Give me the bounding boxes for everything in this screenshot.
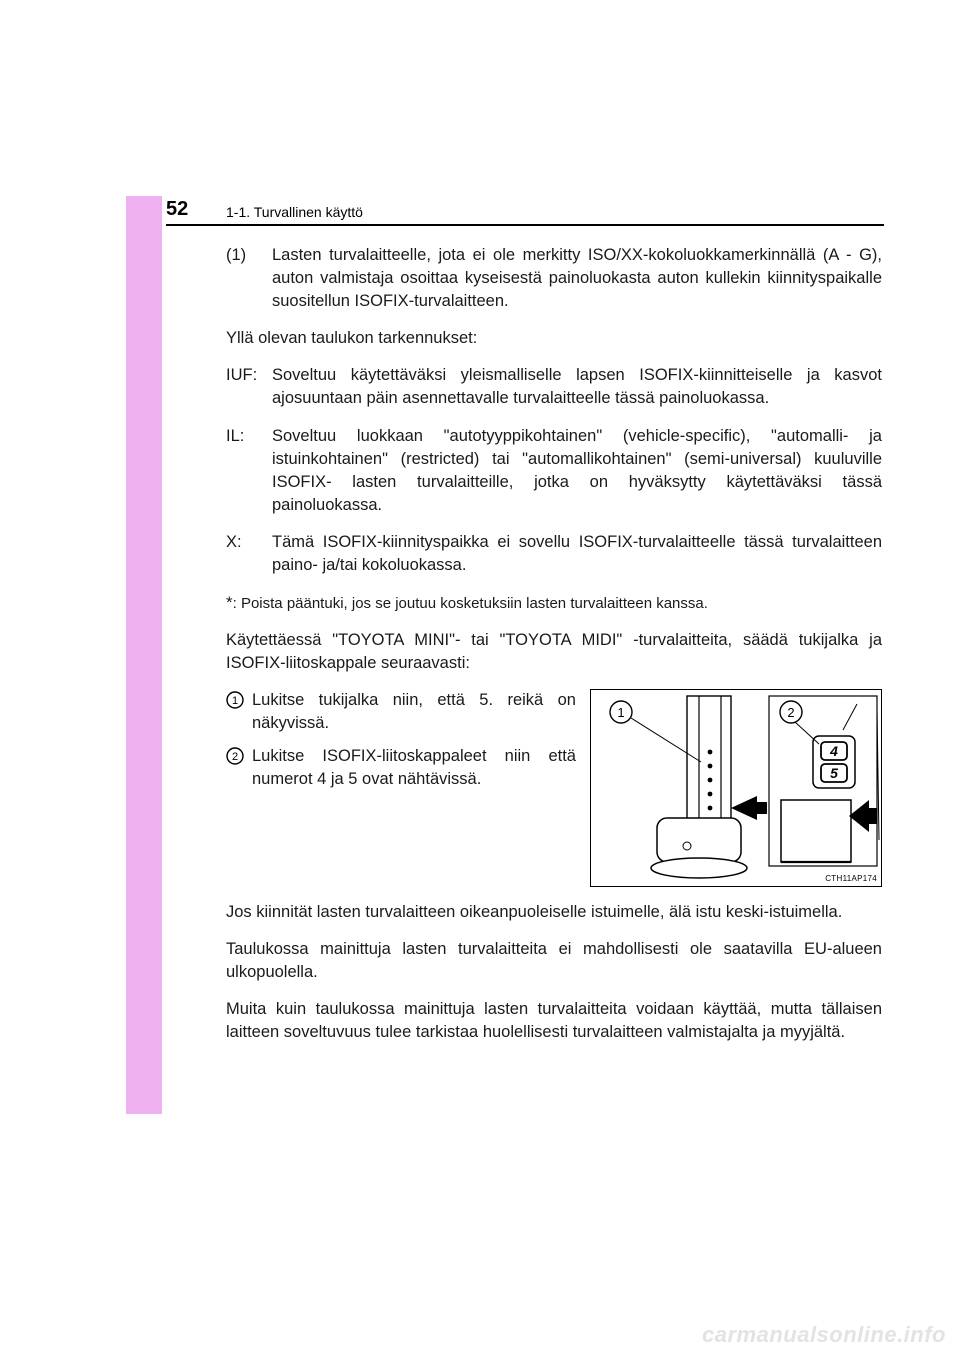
footnote-star: * <box>226 593 233 612</box>
watermark: carmanualsonline.info <box>702 1322 946 1348</box>
step-2-number-icon: 2 <box>226 745 252 791</box>
def-x: X: Tämä ISOFIX-kiinnityspaikka ei sovell… <box>226 531 882 577</box>
circled-1-icon: 1 <box>226 691 244 709</box>
circled-2-icon: 2 <box>226 747 244 765</box>
paragraph-1: (1) Lasten turvalaitteelle, jota ei ole … <box>226 244 882 313</box>
step-1-number-icon: 1 <box>226 689 252 735</box>
step-2-text: Lukitse ISOFIX-liitoskappaleet niin että… <box>252 745 576 791</box>
diagram-caption: CTH11AP174 <box>825 873 877 884</box>
step-1: 1 Lukitse tukijalka niin, että 5. reikä … <box>226 689 576 735</box>
def-il-label: IL: <box>226 425 272 517</box>
svg-text:2: 2 <box>787 705 794 720</box>
svg-text:2: 2 <box>232 751 238 763</box>
def-x-body: Tämä ISOFIX-kiinnityspaikka ei sovellu I… <box>272 531 882 577</box>
list-body-1: Lasten turvalaitteelle, jota ei ole merk… <box>272 244 882 313</box>
steps-and-diagram: 1 Lukitse tukijalka niin, että 5. reikä … <box>226 689 882 887</box>
above-table-note: Yllä olevan taulukon tarkennukset: <box>226 327 882 350</box>
page-root: 52 1-1. Turvallinen käyttö (1) Lasten tu… <box>0 0 960 1358</box>
toyota-note: Käytettäessä "TOYOTA MINI"- tai "TOYOTA … <box>226 629 882 675</box>
def-iuf-body: Soveltuu käytettäväksi yleismalliselle l… <box>272 364 882 410</box>
svg-text:5: 5 <box>830 765 838 781</box>
isofix-diagram: 4 5 <box>590 689 882 887</box>
chapter-label: 1-1. Turvallinen käyttö <box>226 204 363 220</box>
page-number: 52 <box>166 198 188 221</box>
content-area: (1) Lasten turvalaitteelle, jota ei ole … <box>226 244 882 1059</box>
after-paragraph-2: Taulukossa mainittuja lasten turvalaitte… <box>226 938 882 984</box>
step-1-text: Lukitse tukijalka niin, että 5. reikä on… <box>252 689 576 735</box>
def-il: IL: Soveltuu luokkaan "autotyyppikohtain… <box>226 425 882 517</box>
isofix-diagram-svg: 4 5 <box>591 690 881 886</box>
diagram-column: 4 5 <box>590 689 882 887</box>
footnote-text: : Poista pääntuki, jos se joutuu kosketu… <box>233 595 708 612</box>
after-paragraph-3: Muita kuin taulukossa mainittuja lasten … <box>226 998 882 1044</box>
footnote: *: Poista pääntuki, jos se joutuu kosket… <box>226 591 882 615</box>
svg-text:1: 1 <box>617 705 624 720</box>
after-paragraph-1: Jos kiinnität lasten turvalaitteen oikea… <box>226 901 882 924</box>
step-2: 2 Lukitse ISOFIX-liitoskappaleet niin et… <box>226 745 576 791</box>
header-rule <box>166 224 884 226</box>
steps-column: 1 Lukitse tukijalka niin, että 5. reikä … <box>226 689 576 887</box>
def-iuf: IUF: Soveltuu käytettäväksi yleismallise… <box>226 364 882 410</box>
section-tab <box>126 196 162 1114</box>
def-x-label: X: <box>226 531 272 577</box>
svg-text:4: 4 <box>829 743 838 759</box>
list-label-1: (1) <box>226 244 272 313</box>
svg-text:1: 1 <box>232 695 238 707</box>
def-il-body: Soveltuu luokkaan "autotyyppikohtainen" … <box>272 425 882 517</box>
def-iuf-label: IUF: <box>226 364 272 410</box>
